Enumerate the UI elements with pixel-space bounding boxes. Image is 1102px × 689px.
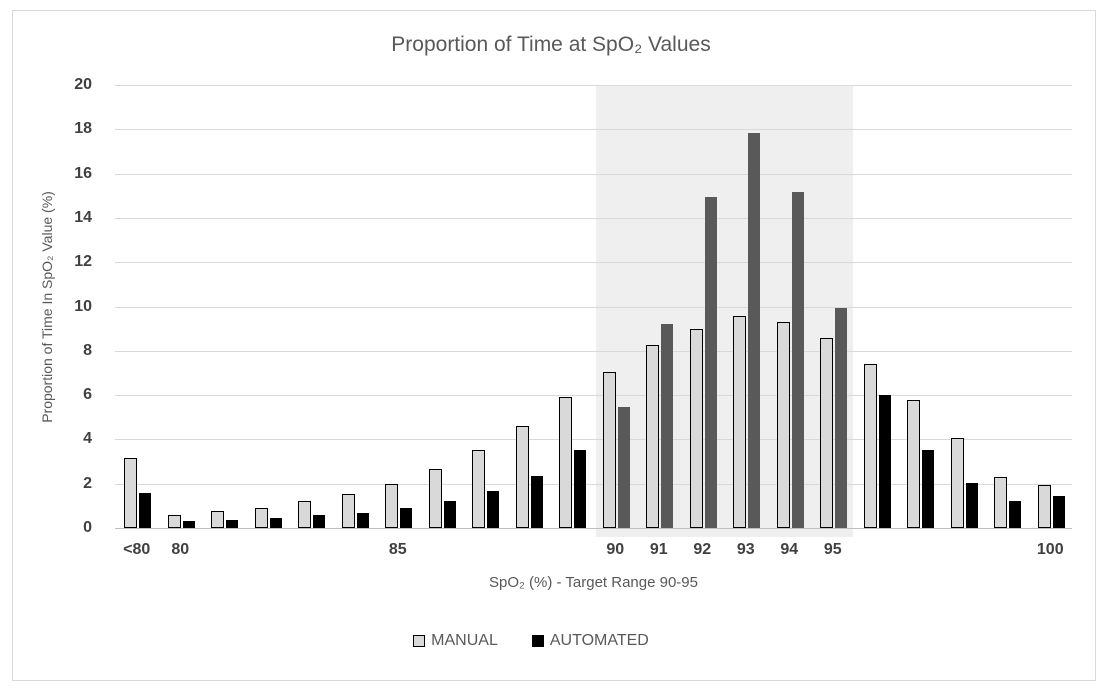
bar-automated-95	[835, 307, 847, 528]
bar-automated-86	[443, 501, 456, 528]
gridline	[115, 173, 1072, 175]
y-tick-label: 20	[74, 76, 92, 93]
x-tick-label: 95	[823, 541, 842, 558]
automated-swatch-icon	[531, 635, 544, 647]
gridline	[115, 217, 1072, 219]
gridline	[115, 262, 1072, 264]
gridline	[115, 129, 1072, 131]
bar-automated-92	[704, 196, 717, 528]
bar-manual-94	[776, 322, 790, 528]
bar-manual-91	[646, 345, 659, 528]
bar-automated-96	[878, 395, 891, 528]
legend-label-automated: AUTOMATED	[549, 632, 649, 649]
x-tick-label: 90	[606, 541, 625, 558]
bar-manual-96	[863, 364, 877, 528]
y-tick-label: 12	[74, 253, 92, 271]
chart-title: Proportion of Time at SpO₂ Values	[391, 33, 711, 56]
bar-automated-84	[356, 512, 369, 528]
bar-automated-97	[922, 450, 934, 528]
y-tick-label: 8	[83, 341, 92, 359]
bar-automated-90	[617, 407, 630, 528]
bar-automated-82	[269, 518, 282, 528]
x-tick-label: 94	[780, 541, 799, 558]
legend-item-automated: AUTOMATED	[531, 632, 649, 650]
y-tick-label: 6	[83, 386, 92, 404]
bar-manual-92	[689, 328, 703, 528]
bar-manual-100	[1037, 484, 1051, 528]
legend: MANUAL AUTOMATED	[0, 632, 1102, 650]
gridline	[115, 439, 1072, 441]
bar-manual-87	[472, 450, 485, 528]
gridline	[115, 306, 1072, 308]
chart-border	[12, 10, 1096, 681]
target-range-band	[595, 85, 853, 537]
x-tick-label: 91	[649, 541, 668, 558]
x-axis-title: SpO₂ (%) - Target Range 90-95	[489, 574, 698, 591]
gridline	[115, 85, 1072, 86]
x-axis-line	[115, 528, 1072, 529]
y-tick-label: 18	[74, 120, 92, 138]
bar-automated-85	[400, 508, 412, 528]
manual-swatch-icon	[413, 635, 426, 647]
bar-manual-98	[950, 438, 964, 528]
bar-automated-87	[487, 491, 499, 528]
bar-manual-99	[994, 477, 1007, 528]
bar-manual-80	[167, 514, 181, 528]
bar-manual-85	[385, 483, 398, 528]
bar-manual-83	[298, 501, 311, 528]
x-tick-label: 80	[171, 541, 190, 558]
y-tick-label: 14	[74, 208, 92, 226]
bar-manual-81	[211, 511, 224, 528]
bar-manual-84	[341, 493, 355, 528]
bar-automated-94	[791, 192, 804, 528]
y-tick-label: 10	[74, 297, 92, 315]
bar-automated-98	[965, 482, 978, 528]
bar-manual-<80	[124, 458, 137, 528]
bar-automated-83	[313, 514, 325, 528]
y-tick-label: 2	[83, 474, 92, 492]
bar-automated-89	[574, 450, 586, 528]
bar-manual-95	[820, 337, 833, 528]
bar-automated-80	[182, 521, 195, 528]
bar-manual-86	[428, 469, 442, 528]
gridline	[115, 350, 1072, 352]
bar-manual-89	[559, 397, 572, 528]
x-tick-label: 92	[693, 541, 712, 558]
y-tick-label: 16	[74, 164, 92, 182]
gridline	[115, 395, 1072, 397]
bar-automated-<80	[139, 492, 151, 528]
x-tick-label: 100	[1036, 541, 1064, 558]
x-tick-label: <80	[123, 541, 151, 558]
bar-manual-90	[602, 371, 616, 528]
bar-manual-97	[907, 399, 920, 528]
y-tick-label: 0	[83, 519, 92, 536]
bar-manual-82	[254, 508, 268, 528]
bar-automated-93	[748, 132, 760, 528]
bar-automated-81	[226, 520, 238, 528]
legend-item-manual: MANUAL	[413, 632, 498, 650]
bar-manual-88	[515, 426, 529, 528]
gridline	[115, 483, 1072, 485]
legend-label-manual: MANUAL	[431, 632, 498, 649]
plot-area: <80 80 85 90 91 92 93 94 95 100	[115, 85, 1072, 558]
x-tick-label: 85	[388, 541, 407, 558]
y-tick-label: 4	[83, 430, 92, 448]
bar-manual-93	[733, 316, 746, 528]
bar-automated-99	[1009, 501, 1021, 528]
bar-automated-91	[661, 324, 673, 528]
x-tick-label: 93	[736, 541, 755, 558]
bar-automated-100	[1052, 495, 1065, 528]
bar-automated-88	[530, 475, 543, 528]
